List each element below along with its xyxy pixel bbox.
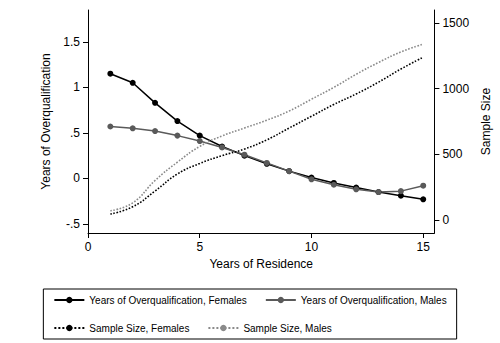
svg-text:5: 5 [196, 240, 203, 254]
svg-text:Sample Size, Males: Sample Size, Males [243, 323, 331, 334]
svg-text:10: 10 [305, 240, 319, 254]
svg-text:.5: .5 [70, 126, 80, 140]
svg-text:1: 1 [73, 80, 80, 94]
svg-text:Sample Size: Sample Size [479, 87, 493, 155]
svg-text:0: 0 [73, 171, 80, 185]
svg-text:1.5: 1.5 [63, 35, 80, 49]
svg-text:Years of Residence: Years of Residence [209, 257, 313, 271]
svg-text:500: 500 [442, 147, 462, 161]
svg-text:Years of Overqualification, Fe: Years of Overqualification, Females [89, 295, 247, 306]
svg-text:0: 0 [442, 213, 449, 227]
svg-text:0: 0 [85, 240, 92, 254]
svg-text:Years of Overqualification: Years of Overqualification [39, 53, 53, 189]
svg-text:-.5: -.5 [66, 217, 80, 231]
svg-text:1000: 1000 [442, 82, 469, 96]
svg-text:15: 15 [417, 240, 431, 254]
svg-text:Sample Size, Females: Sample Size, Females [89, 323, 189, 334]
svg-text:1500: 1500 [442, 16, 469, 30]
svg-text:Years of Overqualification, Ma: Years of Overqualification, Males [301, 295, 447, 306]
